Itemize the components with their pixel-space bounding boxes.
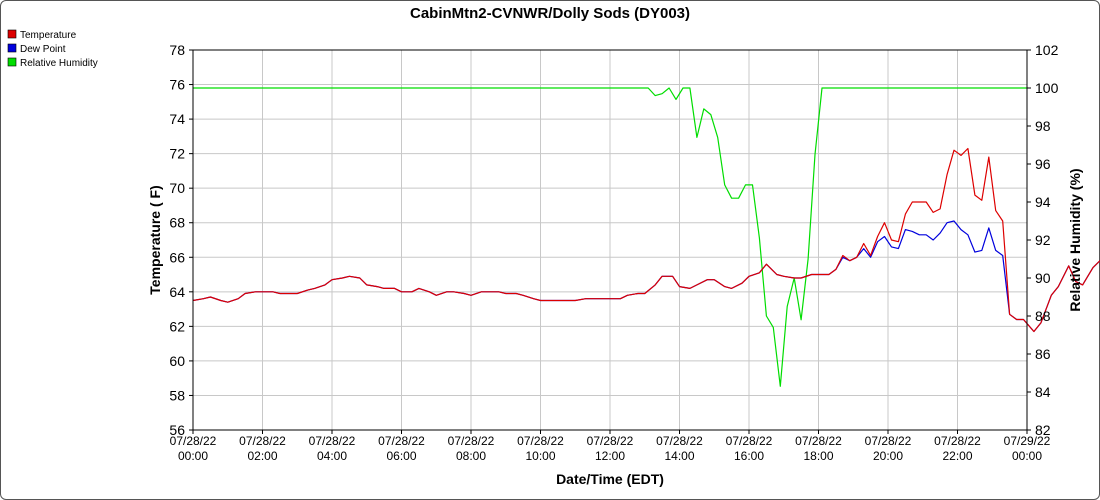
x-tick-time: 12:00 (595, 449, 625, 463)
x-tick-date: 07/28/22 (378, 434, 425, 448)
legend: Temperature Dew Point Relative Humidity (7, 29, 98, 69)
series-layer (192, 87, 1100, 387)
x-tick-date: 07/28/22 (239, 434, 286, 448)
y-tick-label: 68 (169, 215, 185, 231)
y2-tick-label: 88 (1035, 308, 1051, 324)
y-axis-left-ticks: 56 58 60 62 64 66 68 70 72 74 76 78 (169, 42, 193, 438)
x-tick-time: 06:00 (386, 449, 416, 463)
legend-label-dew-point: Dew Point (20, 44, 66, 55)
x-tick-time: 22:00 (942, 449, 972, 463)
y2-tick-label: 92 (1035, 232, 1051, 248)
x-tick-date: 07/28/22 (795, 434, 842, 448)
x-tick-date: 07/28/22 (934, 434, 981, 448)
y2-tick-label: 98 (1035, 118, 1051, 134)
y-axis-left-title: Temperature ( F) (147, 185, 163, 294)
y-tick-label: 56 (169, 422, 185, 438)
x-tick-date: 07/28/22 (448, 434, 495, 448)
grid-lines (193, 50, 1027, 430)
y-tick-label: 74 (169, 111, 185, 127)
y-tick-label: 60 (169, 353, 185, 369)
y-axis-right-title: Relative Humidity (%) (1067, 168, 1083, 311)
y2-tick-label: 86 (1035, 346, 1051, 362)
x-tick-date: 07/28/22 (726, 434, 773, 448)
relative-humidity-series-line (193, 87, 1027, 387)
y-tick-label: 76 (169, 77, 185, 93)
x-axis-title: Date/Time (EDT) (556, 471, 664, 487)
legend-swatch-relative-humidity (7, 57, 17, 67)
y-axis-right-ticks: 82 84 86 88 90 92 94 96 98 100 102 (1027, 42, 1059, 438)
legend-label-temperature: Temperature (20, 30, 77, 41)
x-tick-time: 04:00 (317, 449, 347, 463)
x-tick-time: 20:00 (873, 449, 903, 463)
x-tick-time: 10:00 (525, 449, 555, 463)
y-tick-label: 72 (169, 146, 185, 162)
x-tick-time: 02:00 (247, 449, 277, 463)
y2-tick-label: 82 (1035, 422, 1051, 438)
temperature-series-line (192, 147, 1100, 333)
legend-swatch-temperature (7, 29, 17, 39)
y2-tick-label: 96 (1035, 156, 1051, 172)
x-tick-time: 18:00 (803, 449, 833, 463)
y2-tick-label: 102 (1035, 42, 1059, 58)
y2-tick-label: 100 (1035, 80, 1059, 96)
x-tick-date: 07/28/22 (587, 434, 634, 448)
y-tick-label: 62 (169, 318, 185, 334)
x-tick-time: 00:00 (1012, 449, 1042, 463)
legend-swatch-dew-point (7, 43, 17, 53)
y-tick-label: 64 (169, 284, 185, 300)
x-tick-date: 07/28/22 (309, 434, 356, 448)
y-tick-label: 66 (169, 249, 185, 265)
y2-tick-label: 94 (1035, 194, 1051, 210)
x-tick-date: 07/28/22 (656, 434, 703, 448)
x-tick-time: 00:00 (178, 449, 208, 463)
x-tick-time: 14:00 (664, 449, 694, 463)
x-tick-date: 07/28/22 (170, 434, 217, 448)
y2-tick-label: 90 (1035, 270, 1051, 286)
x-tick-date: 07/28/22 (517, 434, 564, 448)
legend-label-relative-humidity: Relative Humidity (20, 58, 98, 69)
y-tick-label: 78 (169, 42, 185, 58)
x-tick-time: 08:00 (456, 449, 486, 463)
x-axis-ticks: 07/28/2200:0007/28/2202:0007/28/2204:000… (170, 430, 1051, 463)
y2-tick-label: 84 (1035, 384, 1051, 400)
x-tick-date: 07/28/22 (865, 434, 912, 448)
chart-title: CabinMtn2-CVNWR/Dolly Sods (DY003) (410, 5, 690, 22)
y-tick-label: 70 (169, 180, 185, 196)
y-tick-label: 58 (169, 387, 185, 403)
x-tick-time: 16:00 (734, 449, 764, 463)
x-tick-date: 07/29/22 (1004, 434, 1051, 448)
